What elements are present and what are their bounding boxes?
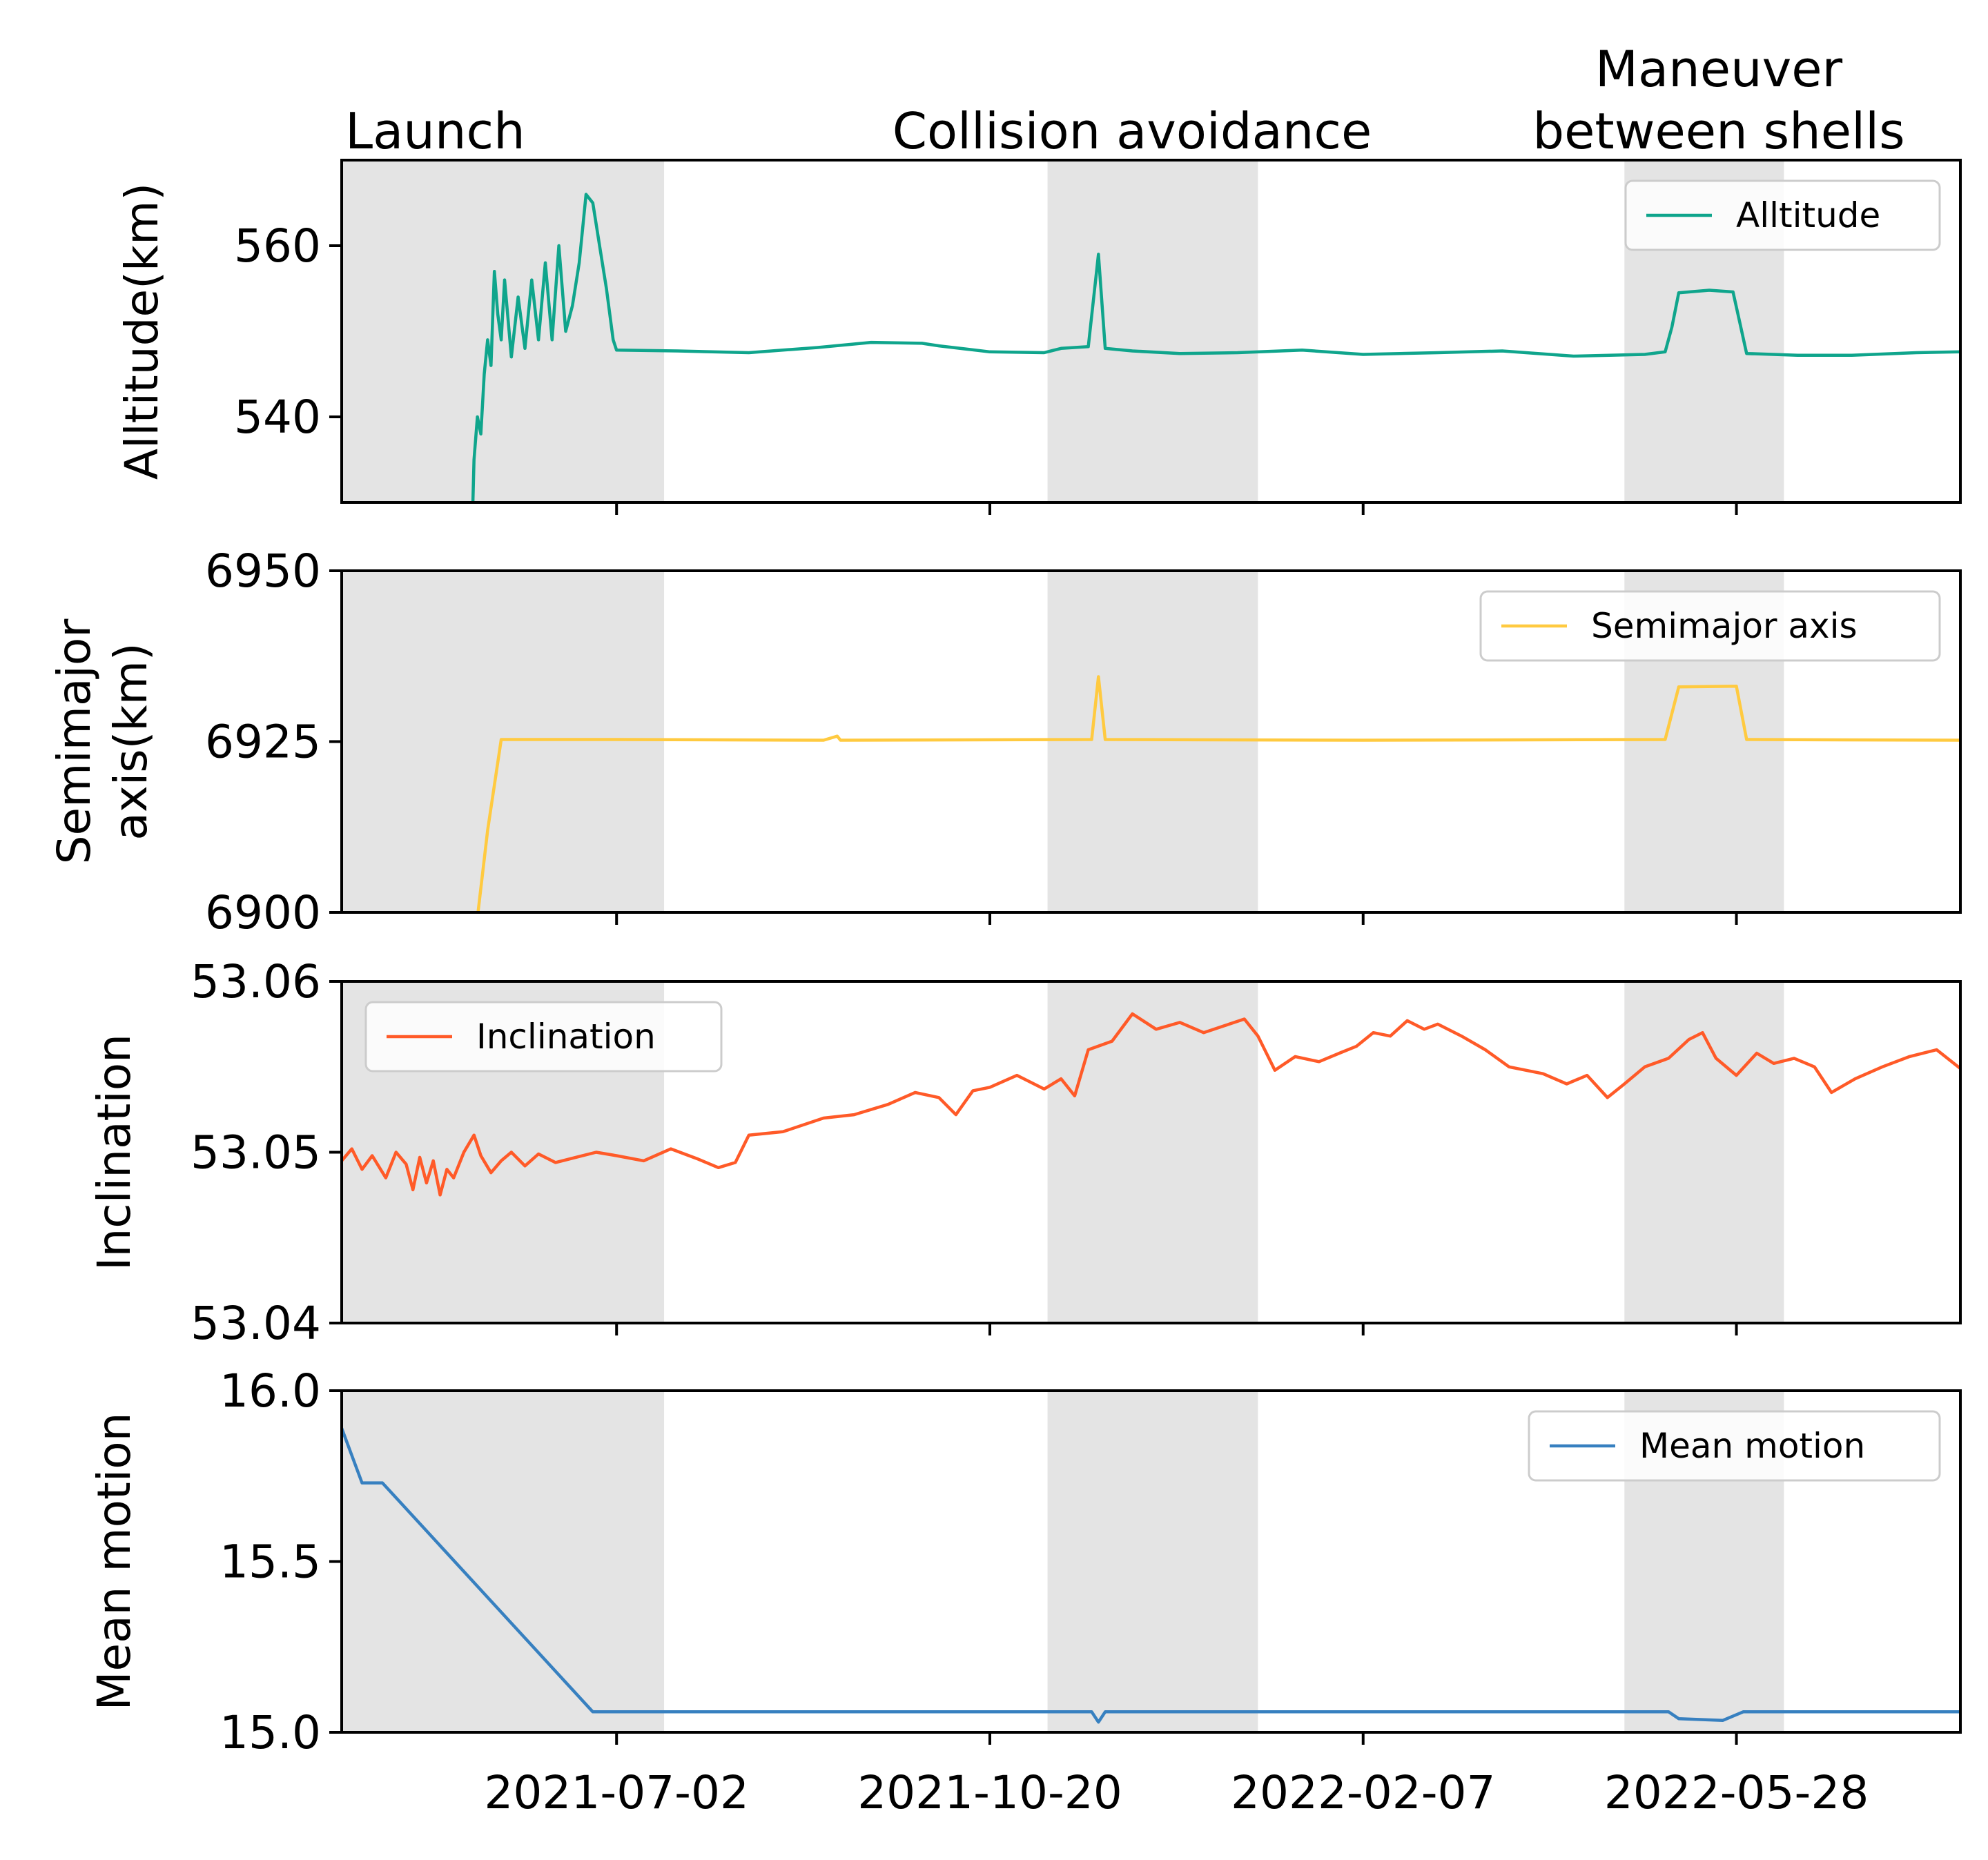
legend: Alltitude	[1624, 179, 1941, 251]
legend-box	[1624, 179, 1941, 251]
x-tick-label: 2022-05-28	[1604, 1766, 1869, 1819]
x-tick-label: 2021-10-20	[857, 1766, 1122, 1819]
y-axis-label: Alltitude(km)	[115, 183, 168, 480]
y-axis-label-line: Mean motion	[88, 1413, 141, 1711]
axes-frame	[340, 159, 1962, 504]
legend: Inclination	[364, 1001, 723, 1073]
y-tick-label: 15.5	[220, 1536, 321, 1589]
shaded-region-1	[1047, 1391, 1258, 1732]
y-tick-label: 6925	[205, 716, 321, 769]
y-tick-label: 6950	[205, 545, 321, 598]
x-tick-label: 2021-07-02	[484, 1766, 749, 1819]
annotation-label: Maneuver	[1595, 40, 1843, 98]
shaded-region-1	[1047, 160, 1258, 502]
y-axis-label: Inclination	[88, 1034, 141, 1271]
y-axis-label-line: Inclination	[88, 1034, 141, 1271]
shaded-region-1	[1047, 981, 1258, 1323]
y-tick-label: 16.0	[220, 1364, 321, 1418]
legend-label: Inclination	[476, 1017, 656, 1057]
annotations: Launch Collision avoidance Maneuverbetween…	[345, 40, 1905, 160]
legend: Mean motion	[1528, 1410, 1941, 1482]
y-axis-label-line: Alltitude(km)	[115, 183, 168, 480]
y-tick-label: 53.04	[191, 1297, 321, 1350]
series-line-mean-motion	[342, 1427, 1960, 1724]
x-tick-label: 2022-02-07	[1231, 1766, 1496, 1819]
panel-mean-motion: 15.0 15.5 16.0 2021-07-02 2021-10-20 2022-02-…	[88, 1364, 1962, 1819]
y-tick-label: 560	[234, 219, 321, 273]
annotation-label: Collision avoidance	[893, 102, 1372, 160]
legend-box	[364, 1001, 723, 1073]
panel-altitude: 540 560 Alltitude(km) Alltitude	[115, 159, 1962, 515]
shaded-region-1	[1047, 571, 1258, 912]
legend-label: Alltitude	[1736, 195, 1880, 235]
y-tick-label: 53.06	[191, 955, 321, 1008]
y-axis-label-line: axis(km)	[104, 643, 157, 840]
panel-inclination: 53.04 53.05 53.06 Inclination Inclination	[88, 955, 1962, 1350]
y-tick-label: 53.05	[191, 1126, 321, 1179]
y-axis-label: Semimajoraxis(km)	[48, 618, 157, 865]
y-axis-label: Mean motion	[88, 1413, 141, 1711]
y-tick-label: 15.0	[220, 1706, 321, 1759]
shaded-region-0	[342, 1391, 665, 1732]
legend-label: Semimajor axis	[1591, 606, 1858, 646]
legend-box	[1479, 590, 1941, 662]
y-tick-label: 6900	[205, 886, 321, 939]
series-line-inclination	[342, 1012, 1960, 1197]
y-axis-label-line: Semimajor	[48, 618, 101, 865]
y-tick-label: 540	[234, 391, 321, 444]
legend-label: Mean motion	[1639, 1426, 1865, 1466]
annotation-label: between shells	[1532, 102, 1904, 160]
shaded-region-0	[342, 571, 665, 912]
legend-box	[1528, 1410, 1941, 1482]
series-line-semimajor-axis	[476, 675, 1960, 912]
series-line-alltitude	[471, 193, 1960, 502]
annotation-label: Launch	[345, 102, 525, 160]
legend: Semimajor axis	[1479, 590, 1941, 662]
